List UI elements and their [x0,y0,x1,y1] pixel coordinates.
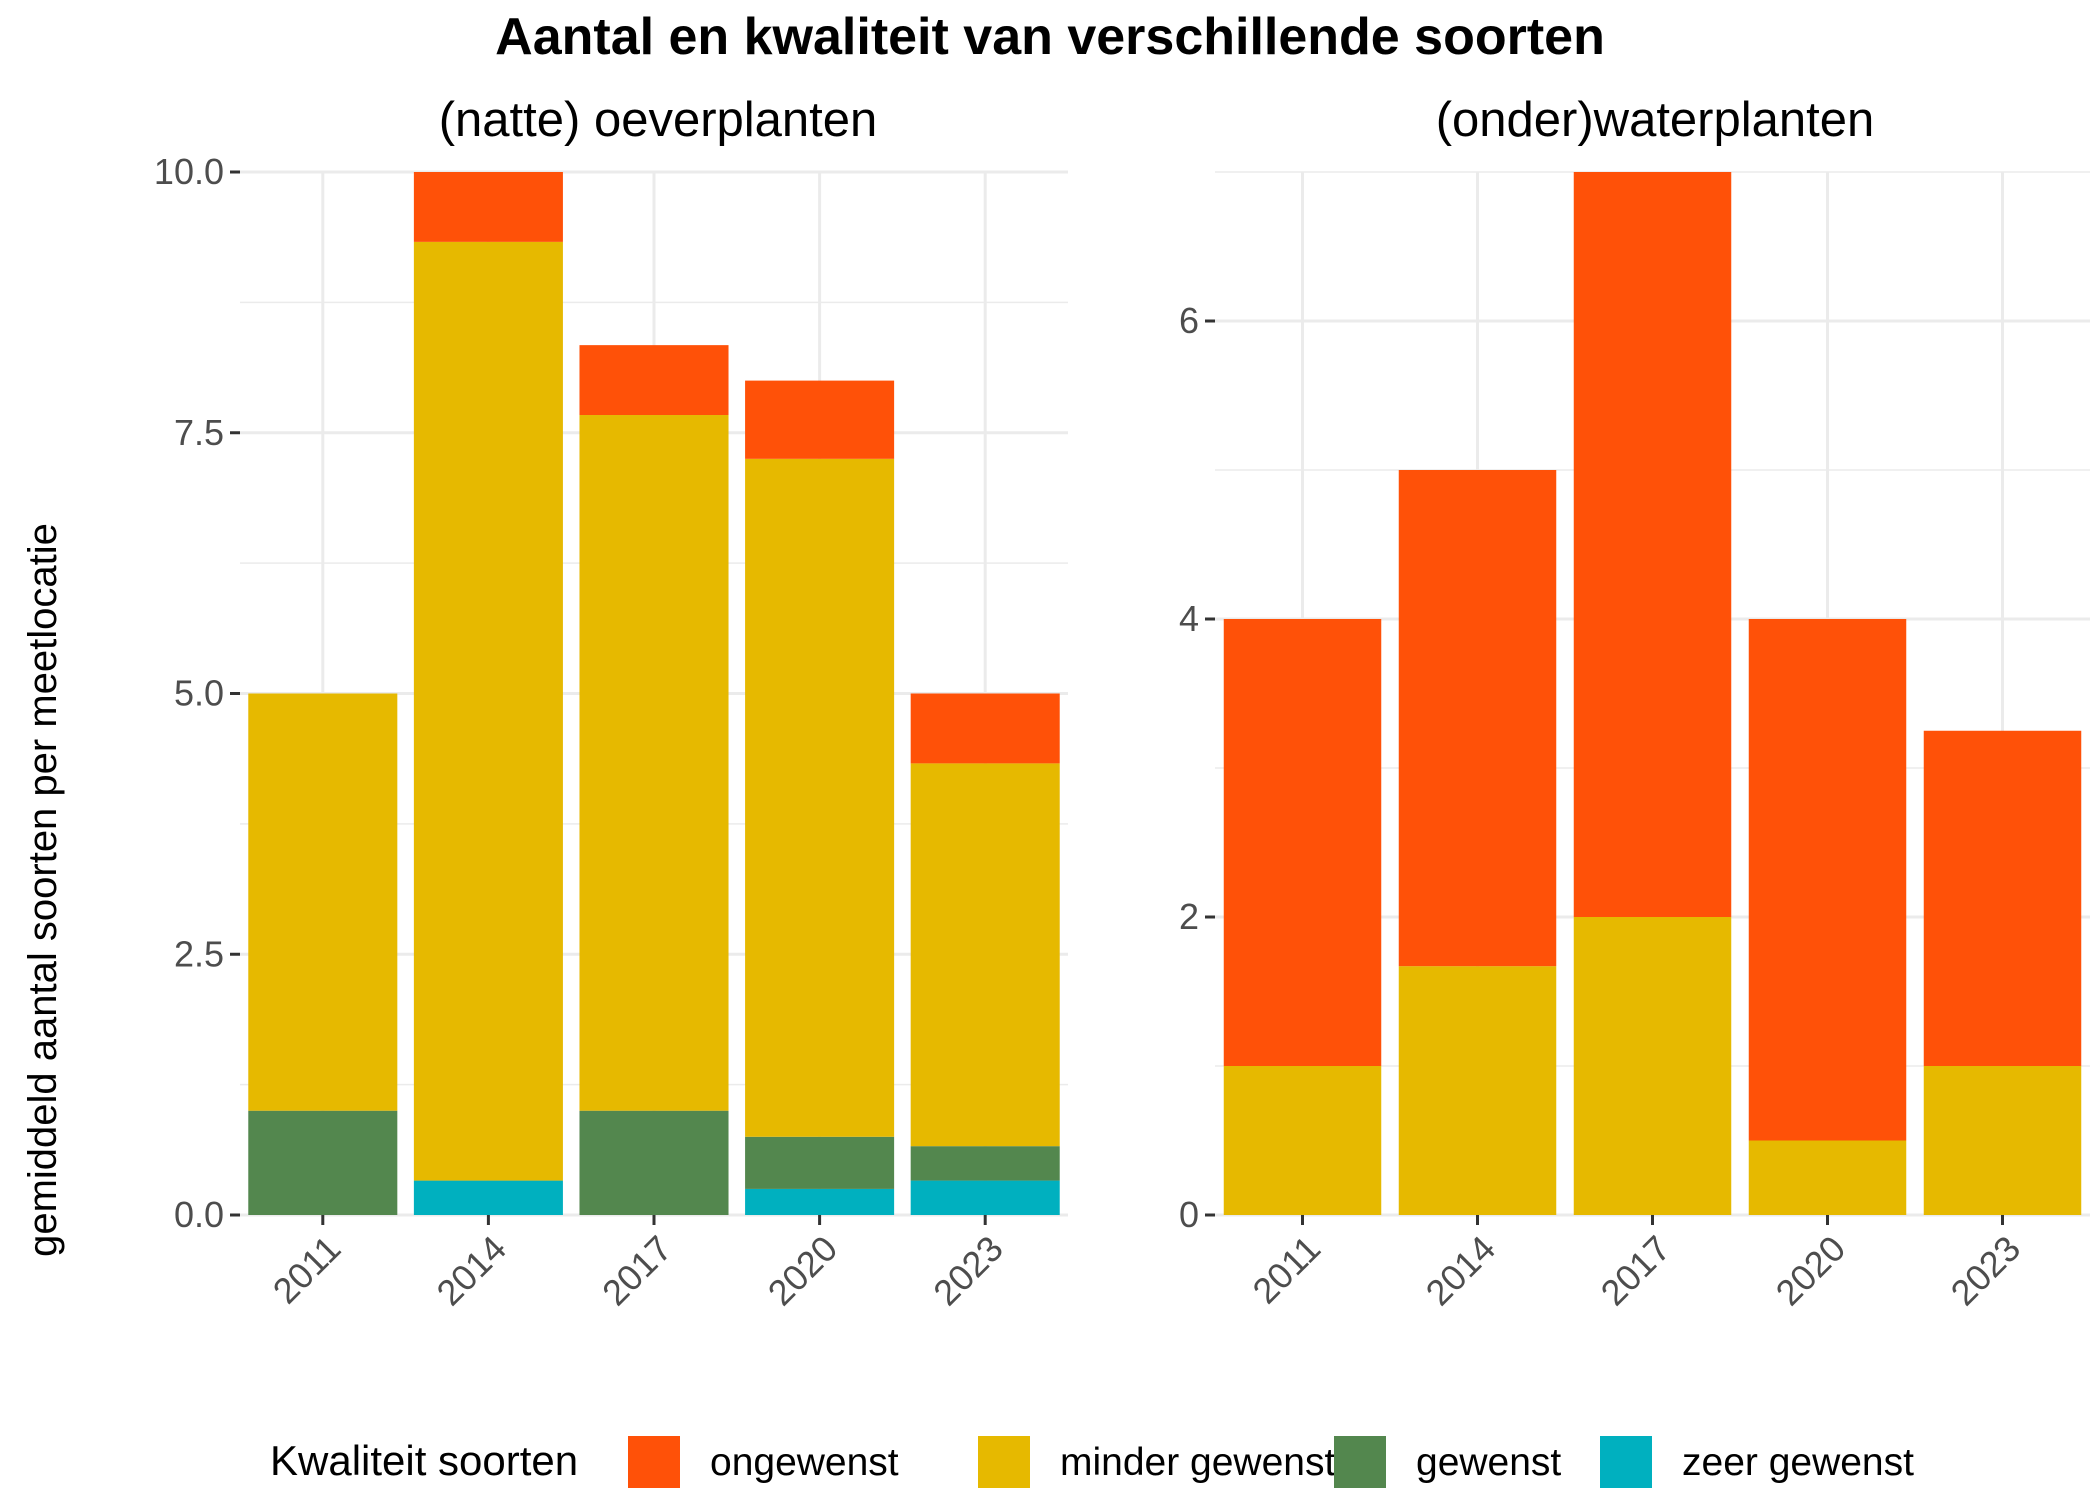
y-tick-label: 0 [1179,1194,1199,1235]
bar-segment [579,1110,729,1215]
x-tick-label: 2014 [1418,1228,1504,1314]
y-tick-label: 10.0 [154,151,224,192]
chart-title: Aantal en kwaliteit van verschillende so… [495,8,1605,66]
x-tick-label: 2017 [1593,1228,1679,1314]
legend-swatch [628,1436,680,1488]
bar-segment [1748,1140,1907,1215]
y-tick-label: 4 [1179,598,1199,639]
bar-segment [1573,172,1732,917]
legend-item: gewenst [1334,1436,1561,1488]
x-tick-label: 2011 [1244,1228,1328,1312]
legend-label: zeer gewenst [1682,1441,1914,1484]
bar-segment [745,1136,895,1189]
bar-segment [1398,470,1557,967]
y-tick-label: 5.0 [174,673,224,714]
y-axis-label: gemiddeld aantal soorten per meetlocatie [21,523,65,1257]
legend-title: Kwaliteit soorten [270,1437,578,1484]
bar-segment [413,1180,563,1215]
y-tick-label: 7.5 [174,412,224,453]
legend-item: minder gewenst [978,1436,1335,1488]
legend-swatch [978,1436,1030,1488]
y-tick-label: 2.5 [174,933,224,974]
x-tick-label: 2020 [760,1228,846,1314]
bar-segment [1573,917,1732,1215]
y-tick-label: 2 [1179,896,1199,937]
bar-segment [248,693,398,1111]
x-tick-label: 2011 [265,1228,349,1312]
bar-segment [910,1146,1060,1181]
legend: Kwaliteit soorten ongewenst minder gewens… [270,1436,1914,1488]
bar-segment [1223,1066,1382,1215]
bar-segment [1398,966,1557,1215]
bar-segment [579,415,729,1111]
bar-segment [910,763,1060,1147]
bar-segment [1748,619,1907,1141]
bar-segment [910,1180,1060,1215]
y-tick-label: 6 [1179,300,1199,341]
panel-waterplanten: (onder)waterplanten 0 2 4 6 2011 2014 2017 202… [1179,93,2090,1313]
bar-segment [413,241,563,1181]
legend-label: ongewenst [710,1441,899,1484]
legend-label: minder gewenst [1060,1441,1335,1484]
legend-swatch [1334,1436,1386,1488]
legend-swatch [1600,1436,1652,1488]
bar-segment [745,1188,895,1215]
bar-segment [1223,619,1382,1066]
x-tick-label: 2020 [1768,1228,1854,1314]
x-tick-label: 2023 [1943,1228,2029,1314]
panel-title: (onder)waterplanten [1436,93,1875,147]
bar-segment [1923,730,2082,1066]
y-tick-label: 0.0 [174,1194,224,1235]
x-tick-label: 2023 [925,1228,1011,1314]
legend-label: gewenst [1416,1441,1561,1484]
bar-segment [248,1110,398,1215]
bar-segment [1923,1066,2082,1215]
panel-title: (natte) oeverplanten [439,93,878,147]
bar-segment [579,345,729,416]
x-tick-label: 2017 [594,1228,680,1314]
bar-segment [745,458,895,1137]
bar-segment [745,380,895,459]
legend-item: ongewenst [628,1436,899,1488]
panel-oeverplanten: (natte) oeverplanten 0.0 2.5 5.0 7.5 10.0 20… [154,93,1068,1313]
bar-segment [413,172,563,242]
x-tick-label: 2014 [428,1228,514,1314]
bar-segment [910,693,1060,764]
legend-item: zeer gewenst [1600,1436,1914,1488]
